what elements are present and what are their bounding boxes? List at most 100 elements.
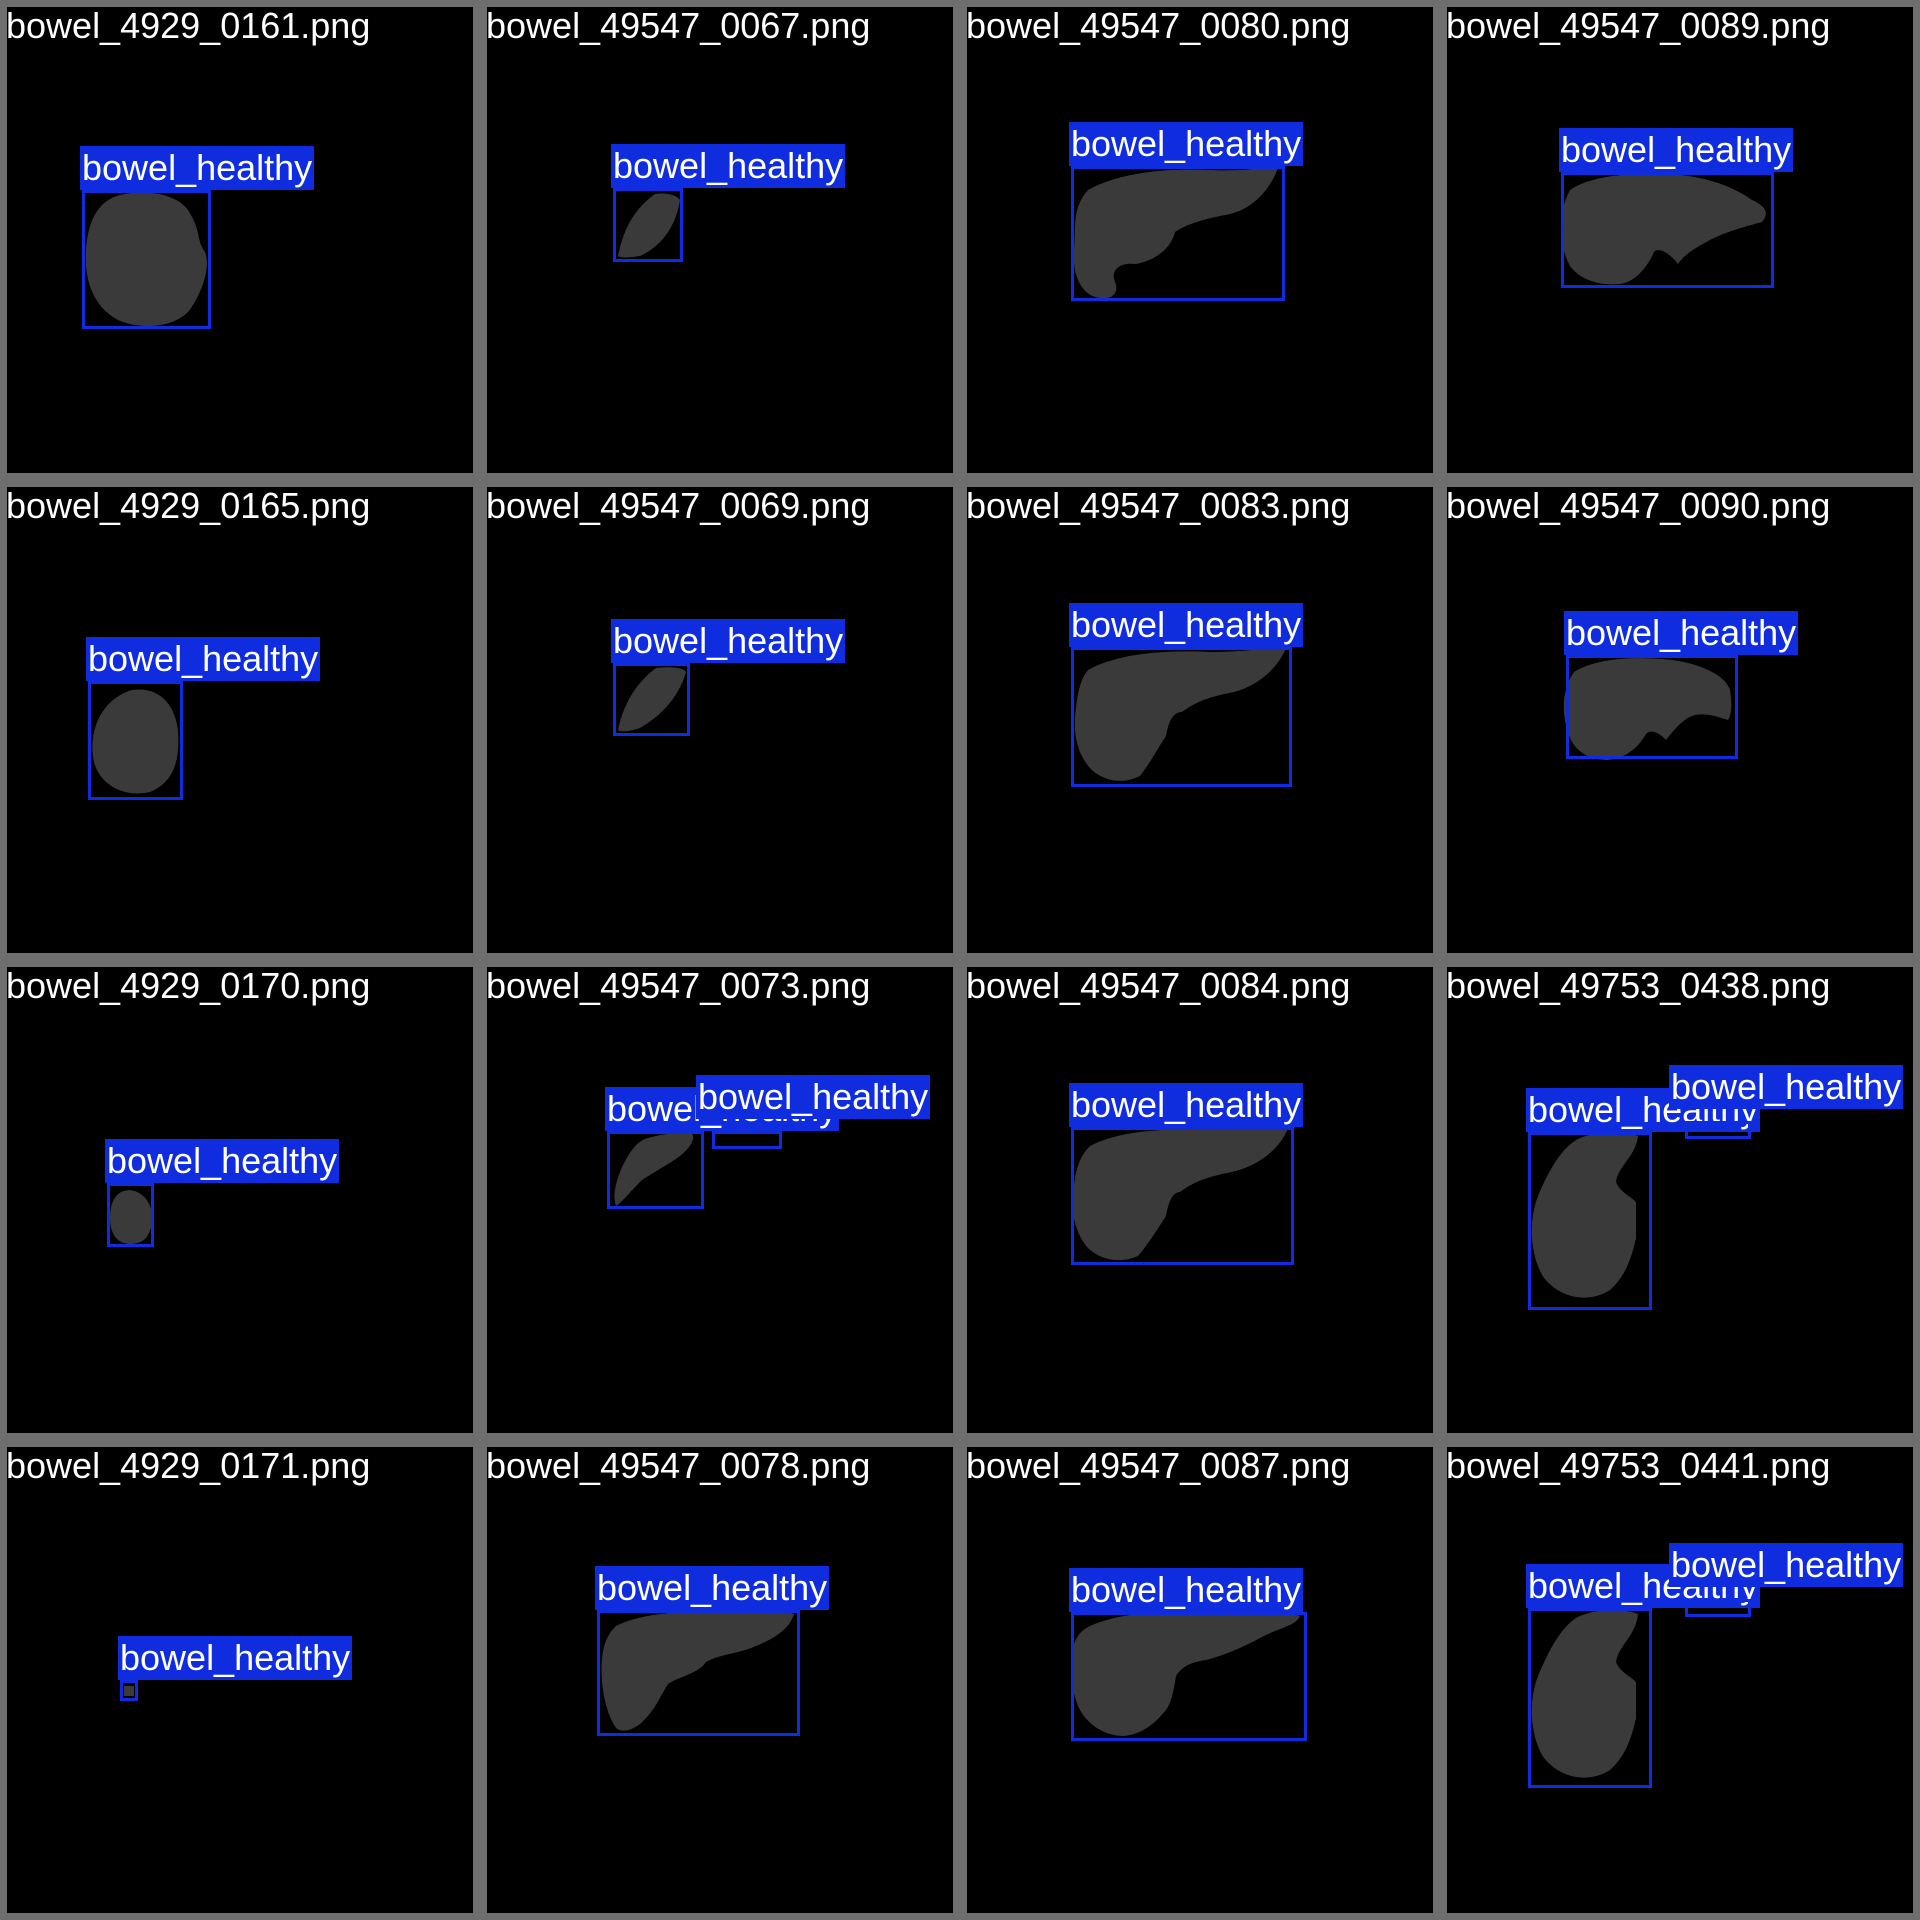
detection-label: bowel_healthy	[1069, 1083, 1304, 1127]
scan-panel	[480, 1440, 960, 1920]
detection-box	[613, 663, 690, 736]
organ-mask	[85, 192, 207, 327]
detection-label: bowel_healthy	[1559, 128, 1794, 172]
detection-box	[1528, 1608, 1652, 1788]
tile-frame	[480, 480, 960, 960]
image-tile: bowel_4929_0165.png bowel_healthy	[0, 480, 480, 960]
image-tile: bowel_49547_0087.png bowel_healthy	[960, 1440, 1440, 1920]
image-tile: bowel_49547_0084.png bowel_healthy	[960, 960, 1440, 1440]
detection-box	[82, 190, 211, 329]
image-tile: bowel_49547_0083.png bowel_healthy	[960, 480, 1440, 960]
tile-filename: bowel_49753_0441.png	[1446, 1445, 1831, 1486]
scan-image	[0, 480, 480, 960]
detection-label: bowel_healthy	[86, 637, 321, 681]
organ-mask	[124, 1686, 134, 1696]
scan-image	[480, 960, 960, 1440]
organ-mask	[110, 1190, 153, 1244]
tile-filename: bowel_49547_0078.png	[486, 1445, 871, 1486]
detection-box	[1071, 647, 1292, 787]
tile-filename: bowel_4929_0170.png	[6, 965, 371, 1006]
image-tile: bowel_49547_0067.png bowel_healthy	[480, 0, 960, 480]
detection-label: bowel_healthy	[80, 146, 315, 190]
image-tile: bowel_49547_0069.png bowel_healthy	[480, 480, 960, 960]
detection-label: bowel_healthy	[611, 619, 846, 663]
image-tile: bowel_49547_0073.pngbowel_healthybowel_h…	[480, 960, 960, 1440]
detection-box	[1071, 1612, 1307, 1741]
detection-label: bowel_healthy	[1669, 1065, 1904, 1109]
detection-box	[1071, 1127, 1294, 1265]
organ-mask	[1074, 647, 1286, 781]
detection-label: bowel_healthy	[1069, 1568, 1304, 1612]
organ-mask	[618, 667, 686, 732]
scan-panel	[480, 480, 960, 960]
detection-box	[1528, 1132, 1652, 1310]
tile-frame	[480, 960, 960, 1440]
detection-label: bowel_healthy	[1069, 122, 1304, 166]
organ-mask	[1073, 167, 1278, 299]
scan-panel	[0, 480, 480, 960]
tile-frame	[0, 1440, 480, 1920]
scan-image	[1440, 480, 1920, 960]
detection-box	[1071, 166, 1285, 301]
detection-box	[107, 1183, 154, 1247]
tile-filename: bowel_49547_0083.png	[966, 485, 1351, 526]
tile-filename: bowel_49547_0073.png	[486, 965, 871, 1006]
image-tile: bowel_49547_0078.png bowel_healthy	[480, 1440, 960, 1920]
scan-image	[0, 0, 480, 480]
tile-frame	[1440, 960, 1920, 1440]
detection-label: bowel_healthy	[611, 144, 846, 188]
tile-filename: bowel_4929_0161.png	[6, 5, 371, 46]
scan-panel	[1440, 1440, 1920, 1920]
scan-panel	[0, 960, 480, 1440]
scan-image	[960, 480, 1440, 960]
tile-frame	[0, 960, 480, 1440]
detection-box	[1685, 1121, 1751, 1139]
image-tile: bowel_49547_0090.png bowel_healthy	[1440, 480, 1920, 960]
scan-panel	[480, 960, 960, 1440]
scan-image	[960, 0, 1440, 480]
scan-image	[480, 1440, 960, 1920]
tile-filename: bowel_49547_0067.png	[486, 5, 871, 46]
scan-image	[1440, 1440, 1920, 1920]
image-tile: bowel_4929_0161.png bowel_healthy	[0, 0, 480, 480]
tile-filename: bowel_49547_0089.png	[1446, 5, 1831, 46]
scan-image	[0, 1440, 480, 1920]
organ-mask	[618, 193, 680, 258]
scan-panel	[1440, 960, 1920, 1440]
detection-label: bowel_healthy	[118, 1636, 353, 1680]
detection-box	[1566, 655, 1738, 759]
scan-image	[960, 960, 1440, 1440]
scan-panel	[480, 0, 960, 480]
scan-panel	[960, 960, 1440, 1440]
tile-frame	[0, 480, 480, 960]
tile-filename: bowel_49753_0438.png	[1446, 965, 1831, 1006]
organ-mask	[1531, 1609, 1638, 1778]
scan-image	[1440, 960, 1920, 1440]
image-tile: bowel_4929_0170.png bowel_healthy	[0, 960, 480, 1440]
image-tile: bowel_49547_0080.png bowel_healthy	[960, 0, 1440, 480]
scan-panel	[960, 0, 1440, 480]
organ-mask	[614, 1133, 694, 1206]
organ-mask	[1071, 1611, 1300, 1736]
detection-label: bowel_healthy	[1564, 611, 1799, 655]
scan-image	[480, 0, 960, 480]
detection-box	[613, 188, 683, 262]
detection-label: bowel_healthy	[1669, 1543, 1904, 1587]
tile-frame	[480, 0, 960, 480]
organ-mask	[1531, 1131, 1638, 1298]
tile-filename: bowel_49547_0069.png	[486, 485, 871, 526]
organ-mask	[1072, 1127, 1288, 1261]
scan-panel	[0, 0, 480, 480]
detection-box	[712, 1131, 782, 1149]
detection-box	[88, 681, 183, 800]
organ-mask	[1563, 658, 1732, 760]
scan-panel	[960, 480, 1440, 960]
detection-label: bowel_healthy	[696, 1075, 931, 1119]
tile-filename: bowel_49547_0084.png	[966, 965, 1351, 1006]
detection-box	[607, 1131, 704, 1209]
image-tile: bowel_4929_0171.png bowel_healthy	[0, 1440, 480, 1920]
tile-filename: bowel_49547_0080.png	[966, 5, 1351, 46]
tile-frame	[1440, 1440, 1920, 1920]
image-tile: bowel_49753_0441.png bowel_healthy bowel_h…	[1440, 1440, 1920, 1920]
